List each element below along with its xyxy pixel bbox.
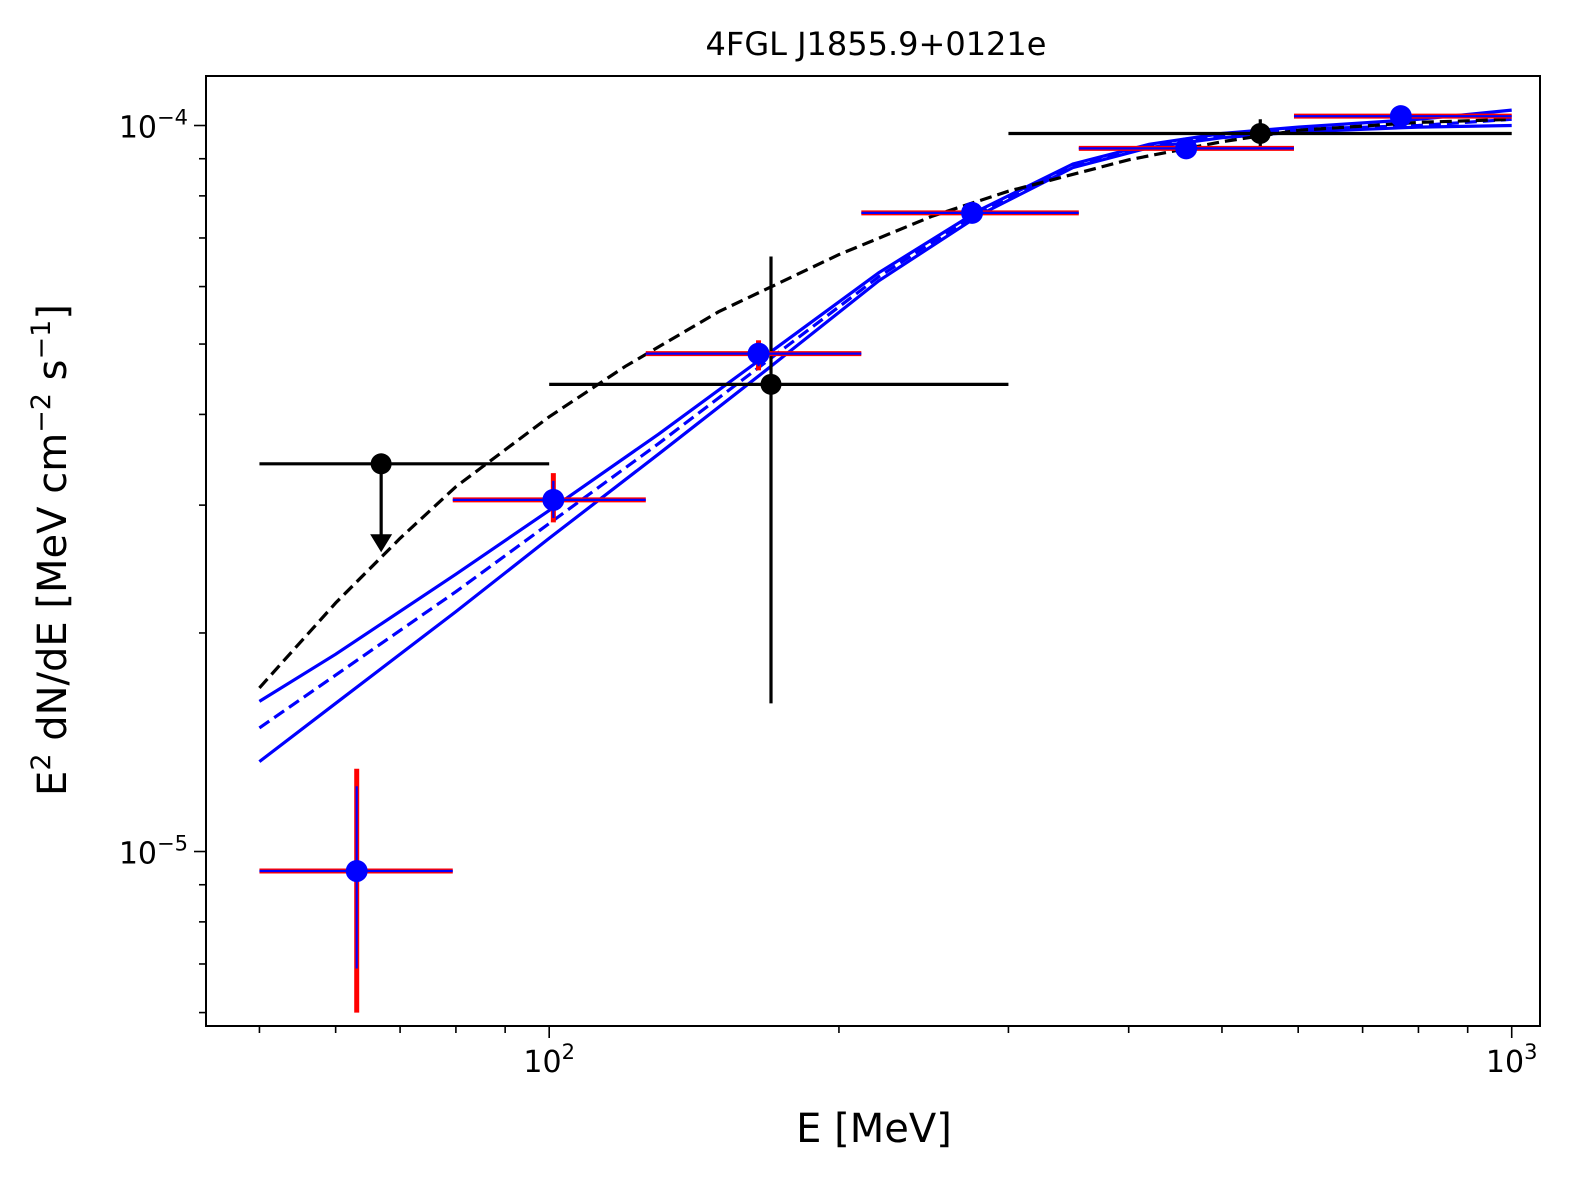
- y-axis-label-end: ]: [30, 304, 76, 320]
- y-tick-label: 10−4: [119, 106, 188, 146]
- y-axis-label-part2: dN/dE [MeV cm: [30, 433, 76, 754]
- axis-ticks: [194, 124, 1513, 1038]
- y-axis-label-e: E: [30, 771, 76, 796]
- black-point-marker: [1249, 122, 1271, 144]
- blue-data-point: [1078, 137, 1294, 160]
- blue-point-marker: [961, 201, 984, 224]
- black-data-point: [1008, 119, 1512, 149]
- black-data-point: [549, 256, 1009, 704]
- black-point-marker: [370, 453, 392, 475]
- x-tick-exp: 3: [1524, 1040, 1537, 1064]
- x-tick-base: 10: [1486, 1045, 1524, 1080]
- y-axis-label-sup1: −2: [26, 393, 57, 433]
- model-black-catalog: [258, 117, 1512, 689]
- blue-point-marker: [345, 860, 368, 883]
- blue-point-marker: [747, 342, 770, 365]
- x-tick-base: 10: [523, 1045, 561, 1080]
- y-tick-base: 10: [119, 111, 157, 146]
- blue-data-point: [259, 768, 453, 1013]
- model-blue-upper-band: [258, 108, 1512, 703]
- blue-point-marker: [542, 488, 565, 511]
- y-axis-label-sup2: −1: [26, 320, 57, 360]
- model-blue-best-fit: [258, 117, 1512, 730]
- upper-limit-arrow-head: [370, 534, 393, 553]
- y-tick-label: 10−5: [119, 832, 188, 872]
- black-point-marker: [760, 373, 782, 395]
- x-axis-label: E [MeV]: [796, 1106, 952, 1152]
- y-tick-exp: −4: [157, 106, 188, 130]
- data-points: [259, 105, 1512, 1013]
- y-axis-label: E2 dN/dE [MeV cm−2 s−1]: [26, 304, 76, 796]
- blue-data-point: [645, 340, 862, 371]
- blue-data-point: [452, 473, 646, 523]
- x-tick-exp: 2: [562, 1040, 575, 1064]
- x-tick-label: 102: [523, 1040, 575, 1080]
- y-axis-label-part3: s: [30, 359, 76, 393]
- chart-title: 4FGL J1855.9+0121e: [706, 25, 1047, 63]
- plot-frame: [205, 75, 1541, 1027]
- x-tick-label: 103: [1486, 1040, 1538, 1080]
- blue-data-point: [861, 201, 1079, 224]
- blue-data-point: [1293, 105, 1512, 128]
- black-data-point: [259, 453, 550, 553]
- y-tick-exp: −5: [157, 832, 188, 856]
- blue-point-marker: [1389, 105, 1412, 128]
- plot-area: [258, 105, 1512, 1013]
- blue-point-marker: [1175, 137, 1198, 160]
- y-axis-label-sq: 2: [26, 753, 57, 770]
- y-tick-base: 10: [119, 837, 157, 872]
